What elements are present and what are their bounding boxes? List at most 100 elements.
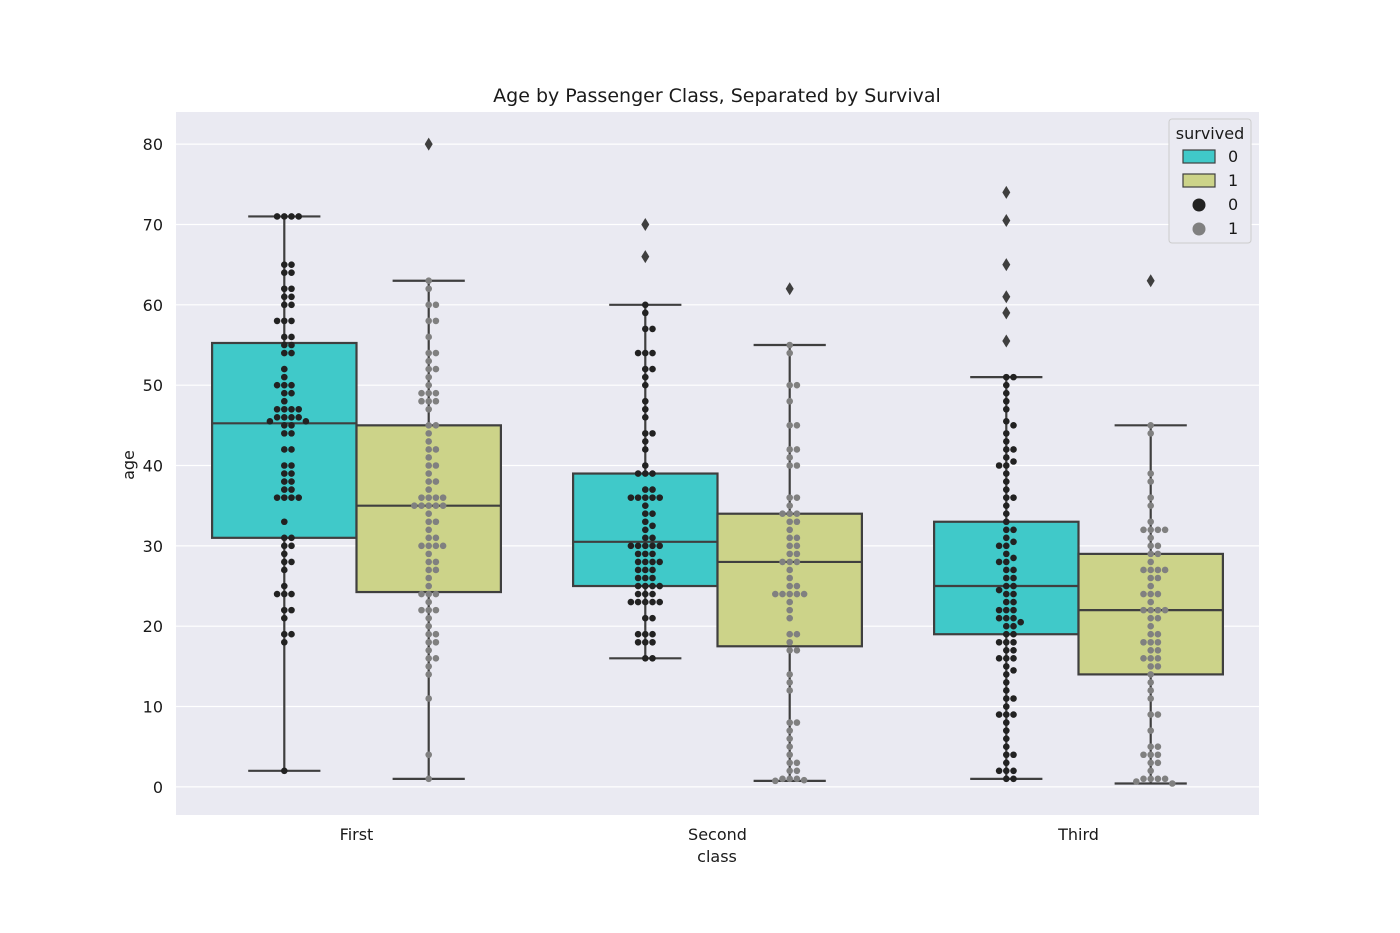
swarm-point-second-survived-0-38 — [649, 542, 656, 550]
swarm-point-third-survived-0-78 — [1003, 743, 1010, 751]
swarm-point-first-survived-0-75 — [281, 630, 288, 638]
swarm-point-third-survived-1-55 — [1154, 743, 1162, 751]
outlier-second-survived-0-0 — [641, 217, 650, 231]
outlier-first-survived-1-0 — [424, 137, 433, 151]
swarm-point-second-survived-0-41 — [627, 542, 635, 550]
swarm-point-third-survived-0-86 — [1010, 775, 1017, 783]
swarm-point-third-survived-1-19 — [1140, 566, 1147, 574]
swarm-point-third-survived-1-29 — [1154, 606, 1162, 614]
swarm-point-third-survived-0-1 — [1010, 373, 1017, 381]
swarm-point-third-survived-1-54 — [1147, 743, 1154, 751]
swarm-point-third-survived-1-62 — [1147, 775, 1154, 783]
y-tick-label-30: 30 — [143, 537, 163, 556]
swarm-point-third-survived-1-44 — [1140, 655, 1147, 662]
swarm-point-first-survived-1-80 — [425, 775, 433, 783]
swarm-point-third-survived-1-35 — [1147, 630, 1154, 638]
swarm-point-first-survived-1-6 — [425, 333, 433, 341]
swarm-point-third-survived-0-63 — [995, 655, 1003, 662]
swarm-point-third-survived-1-9 — [1140, 526, 1147, 534]
swarm-point-first-survived-0-49 — [281, 470, 288, 477]
swarm-point-third-survived-1-34 — [1147, 622, 1154, 630]
swarm-point-first-survived-1-60 — [425, 590, 433, 598]
swarm-point-first-survived-0-34 — [295, 405, 303, 413]
swarm-point-second-survived-1-20 — [786, 526, 793, 534]
swarm-point-third-survived-0-22 — [1003, 510, 1010, 518]
swarm-point-third-survived-0-72 — [1003, 711, 1010, 718]
swarm-point-third-survived-1-5 — [1147, 502, 1154, 509]
swarm-point-third-survived-0-18 — [1003, 486, 1010, 493]
swarm-point-second-survived-0-15 — [649, 430, 656, 437]
x-tick-label-first: First — [340, 825, 374, 844]
swarm-point-third-survived-0-76 — [1003, 727, 1010, 734]
swarm-point-third-survived-1-16 — [1147, 558, 1154, 566]
swarm-point-third-survived-0-42 — [1010, 590, 1017, 598]
swarm-point-second-survived-0-53 — [649, 574, 656, 582]
swarm-point-second-survived-0-67 — [642, 614, 649, 622]
swarm-point-third-survived-0-29 — [995, 542, 1003, 550]
swarm-point-second-survived-0-59 — [642, 590, 649, 598]
swarm-point-first-survived-0-52 — [288, 478, 295, 485]
swarm-point-third-survived-0-4 — [1003, 397, 1010, 405]
swarm-point-third-survived-0-31 — [1010, 554, 1017, 562]
swarm-point-second-survived-0-9 — [642, 373, 649, 381]
swarm-point-third-survived-1-64 — [1140, 775, 1147, 783]
swarm-point-first-survived-1-52 — [439, 542, 447, 550]
swarm-point-third-survived-0-67 — [1003, 679, 1010, 686]
swarm-point-first-survived-0-7 — [288, 269, 295, 276]
swarm-point-second-survived-0-36 — [649, 534, 656, 542]
y-tick-label-20: 20 — [143, 617, 163, 636]
swarm-point-first-survived-0-78 — [281, 767, 288, 775]
swarm-point-first-survived-1-18 — [432, 397, 440, 405]
swarm-point-third-survived-0-11 — [1010, 446, 1017, 453]
swarm-point-third-survived-0-62 — [1010, 655, 1017, 662]
swarm-point-second-survived-1-55 — [786, 751, 793, 759]
swarm-point-first-survived-0-54 — [288, 486, 295, 493]
swarm-point-second-survived-1-35 — [793, 590, 801, 598]
swarm-point-second-survived-1-26 — [793, 550, 801, 558]
swarm-point-second-survived-1-27 — [786, 558, 793, 566]
swarm-point-second-survived-0-46 — [649, 558, 656, 566]
swarm-point-first-survived-0-12 — [281, 301, 288, 309]
swarm-point-third-survived-0-19 — [1003, 494, 1010, 501]
swarm-point-second-survived-1-50 — [786, 719, 793, 726]
swarm-point-first-survived-1-75 — [432, 655, 440, 662]
swarm-point-first-survived-1-58 — [425, 574, 433, 582]
swarm-point-third-survived-1-48 — [1147, 679, 1154, 686]
swarm-point-first-survived-0-36 — [288, 414, 295, 421]
swarm-point-second-survived-1-46 — [793, 646, 801, 654]
swarm-point-third-survived-0-20 — [1010, 494, 1017, 501]
swarm-point-second-survived-0-73 — [649, 638, 656, 646]
x-axis-label: class — [697, 847, 737, 866]
swarm-point-second-survived-0-62 — [642, 598, 649, 606]
swarm-point-third-survived-1-27 — [1147, 598, 1154, 606]
swarm-point-first-survived-0-38 — [295, 414, 303, 421]
swarm-point-third-survived-0-25 — [1010, 526, 1017, 534]
swarm-point-third-survived-1-28 — [1147, 606, 1154, 614]
swarm-point-third-survived-1-3 — [1147, 478, 1154, 485]
swarm-point-first-survived-0-48 — [288, 462, 295, 469]
swarm-point-first-survived-0-77 — [281, 638, 288, 646]
swarm-point-first-survived-1-70 — [432, 630, 440, 638]
swarm-point-second-survived-0-13 — [642, 414, 649, 421]
swarm-point-first-survived-0-11 — [288, 293, 295, 301]
swarm-point-third-survived-1-53 — [1147, 727, 1154, 734]
swarm-point-second-survived-0-6 — [634, 349, 642, 357]
swarm-point-second-survived-1-24 — [793, 542, 801, 550]
swarm-point-first-survived-1-46 — [425, 526, 433, 534]
swarm-point-first-survived-1-53 — [425, 550, 433, 558]
swarm-point-second-survived-0-51 — [634, 566, 642, 574]
swarm-point-third-survived-0-35 — [1010, 566, 1017, 574]
swarm-point-first-survived-1-44 — [425, 518, 433, 526]
swarm-point-third-survived-0-73 — [1010, 711, 1017, 718]
swarm-point-third-survived-1-24 — [1147, 590, 1154, 598]
swarm-point-second-survived-1-6 — [793, 422, 801, 429]
swarm-point-second-survived-0-31 — [649, 510, 656, 518]
swarm-point-first-survived-0-18 — [288, 333, 295, 341]
swarm-point-first-survived-1-65 — [432, 606, 440, 614]
swarm-point-third-survived-1-45 — [1147, 663, 1154, 670]
swarm-point-second-survived-1-52 — [786, 727, 793, 734]
swarm-point-second-survived-1-54 — [786, 743, 793, 751]
legend-swatch-box-0 — [1182, 149, 1216, 164]
swarm-point-third-survived-1-32 — [1147, 614, 1154, 622]
swarm-point-first-survived-1-1 — [425, 285, 433, 293]
